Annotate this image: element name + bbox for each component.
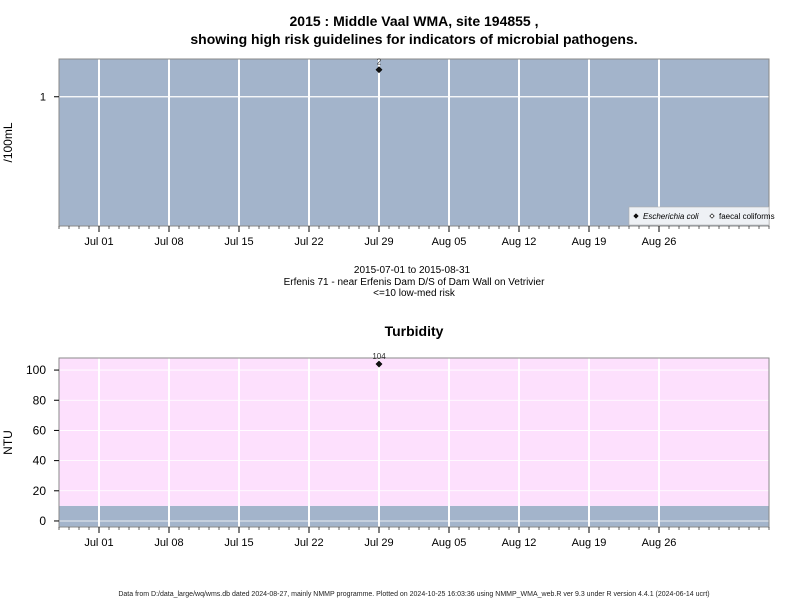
chart1-xtick-label-2: Jul 15 bbox=[224, 236, 253, 248]
chart1-subtitle-range: 2015-07-01 to 2015-08-31 bbox=[354, 265, 471, 276]
chart1-xtick-label-3: Jul 22 bbox=[294, 236, 323, 248]
chart1-title-line2: showing high risk guidelines for indicat… bbox=[190, 31, 637, 47]
chart1-xtick-label-0: Jul 01 bbox=[84, 236, 113, 248]
chart2-band-0 bbox=[59, 505, 769, 527]
chart1-legend-marker-0 bbox=[633, 213, 639, 219]
chart1-xtick-label-1: Jul 08 bbox=[154, 236, 183, 248]
chart1-legend-label-1: faecal coliforms bbox=[719, 212, 775, 221]
chart1-ytick-label-0: 1 bbox=[40, 92, 46, 104]
chart1-xtick-label-7: Aug 19 bbox=[572, 236, 607, 248]
chart1-xtick-label-5: Aug 05 bbox=[432, 236, 467, 248]
chart2-xtick-label-7: Aug 19 bbox=[572, 537, 607, 549]
chart1-legend-marker-1 bbox=[709, 213, 715, 219]
chart2-point-0 bbox=[375, 360, 383, 368]
chart1-title-line1: 2015 : Middle Vaal WMA, site 194855 , bbox=[290, 13, 539, 29]
chart1-xtick-label-6: Aug 12 bbox=[502, 236, 537, 248]
chart1-ylabel: /100mL bbox=[1, 122, 15, 162]
chart2-xtick-label-5: Aug 05 bbox=[432, 537, 467, 549]
chart1-point-0 bbox=[375, 66, 383, 74]
chart2-panel: Jul 01 Jul 08 Jul 15 Jul 22 Jul 29 Aug 05 Aug … bbox=[1, 352, 770, 549]
chart1-point-label-0: 2 bbox=[377, 58, 382, 67]
chart2-xtick-label-4: Jul 29 bbox=[364, 537, 393, 549]
chart1-xtick-label-4: Jul 29 bbox=[364, 236, 393, 248]
chart2-ytick-label-5: 100 bbox=[26, 363, 46, 377]
footer-note: Data from D:/data_large/wq/wms.db dated … bbox=[118, 591, 709, 598]
chart2-band-1 bbox=[59, 358, 769, 506]
chart2-xtick-label-1: Jul 08 bbox=[154, 537, 183, 549]
chart2-ytick-label-0: 0 bbox=[39, 514, 46, 528]
chart2-ytick-label-2: 40 bbox=[33, 454, 47, 468]
chart1-legend: Escherichia coli faecal coliforms bbox=[628, 206, 775, 226]
chart2-xtick-label-0: Jul 01 bbox=[84, 537, 113, 549]
chart2-title: Turbidity bbox=[385, 323, 444, 339]
chart1-subtitle-site: Erfenis 71 - near Erfenis Dam D/S of Dam… bbox=[284, 277, 546, 288]
chart2-xtick-label-2: Jul 15 bbox=[224, 537, 253, 549]
chart1-subtitle-risk: <=10 low-med risk bbox=[373, 288, 456, 299]
chart1-xtick-label-8: Aug 26 bbox=[642, 236, 677, 248]
chart1-legend-box bbox=[628, 206, 770, 226]
chart2-frame bbox=[58, 357, 770, 528]
chart1-frame bbox=[58, 58, 770, 227]
chart1-legend-label-0: Escherichia coli bbox=[643, 212, 699, 221]
chart2-ytick-label-3: 60 bbox=[33, 423, 47, 437]
chart2-ylabel: NTU bbox=[1, 430, 15, 455]
chart2-ytick-label-4: 80 bbox=[33, 393, 47, 407]
chart2-point-label-0: 104 bbox=[372, 352, 386, 361]
chart2-xtick-label-8: Aug 26 bbox=[642, 537, 677, 549]
chart1-plot-background bbox=[59, 59, 769, 226]
chart2-xtick-label-6: Aug 12 bbox=[502, 537, 537, 549]
chart1-panel: Jul 01 Jul 08 Jul 15 Jul 22 Jul 29 Aug 05 Aug … bbox=[1, 58, 775, 248]
chart2-xtick-label-3: Jul 22 bbox=[294, 537, 323, 549]
chart2-ytick-label-1: 20 bbox=[33, 484, 47, 498]
